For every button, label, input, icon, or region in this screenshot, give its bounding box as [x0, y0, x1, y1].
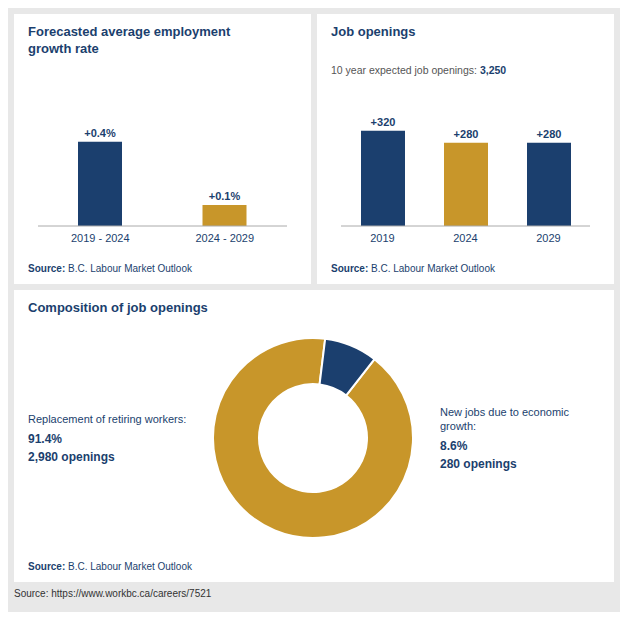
html-text:2,980 openings: 2,980 openings	[28, 450, 115, 465]
html-text:Composition of job openings: Composition of job openings	[28, 300, 208, 315]
html-text:Source: B.C. Labour Market Out: Source: B.C. Labour Market Outlook	[331, 263, 495, 274]
svg-text:2019 - 2024: 2019 - 2024	[71, 232, 130, 244]
svg-text:+320: +320	[371, 116, 396, 128]
svg-text:+280: +280	[537, 128, 562, 140]
html-text:Job openings: Job openings	[331, 24, 416, 39]
svg-text:2024 - 2029: 2024 - 2029	[195, 232, 254, 244]
svg-text:+280: +280	[454, 128, 479, 140]
svg-text:2024: 2024	[453, 232, 477, 244]
svg-text:+0.4%: +0.4%	[84, 127, 116, 139]
html-text:10 year expected job openings:: 10 year expected job openings: 3,250	[331, 64, 507, 76]
html-text:Source: https://www.workbc.ca/: Source: https://www.workbc.ca/careers/75…	[14, 588, 212, 599]
html-text:8.6%: 8.6%	[440, 439, 468, 454]
html-text:280 openings: 280 openings	[440, 457, 517, 472]
html-text:Source: B.C. Labour Market Out: Source: B.C. Labour Market Outlook	[28, 263, 192, 274]
html-text:Forecasted average employment: Forecasted average employment growth rat…	[28, 24, 231, 56]
html-text:New jobs due to economic growt: New jobs due to economic growth:	[440, 405, 569, 432]
html-text:91.4%: 91.4%	[28, 432, 62, 447]
svg-text:2029: 2029	[536, 232, 560, 244]
svg-text:2019: 2019	[370, 232, 394, 244]
html-text:Replacement of retiring worker: Replacement of retiring workers:	[28, 412, 187, 425]
html-text:Source: B.C. Labour Market Out: Source: B.C. Labour Market Outlook	[28, 561, 192, 572]
svg-text:+0.1%: +0.1%	[209, 190, 241, 202]
